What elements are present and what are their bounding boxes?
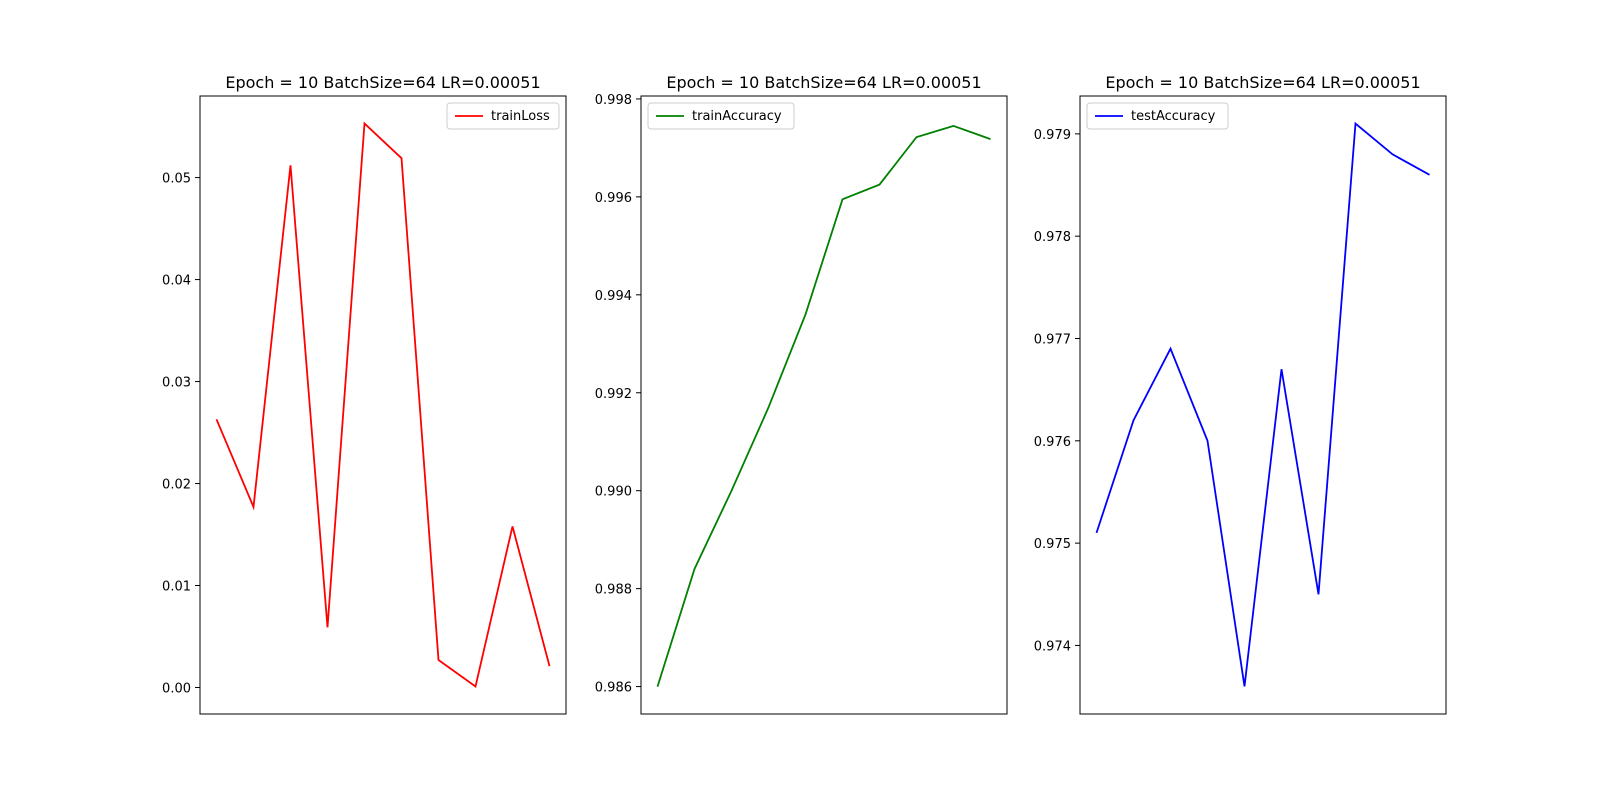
legend-frame [647, 102, 795, 130]
series-line-testaccuracy [1095, 121, 1430, 687]
y-tick-label: 0.992 [595, 387, 632, 402]
y-tick-label: 0.974 [1034, 639, 1071, 654]
y-tick-label: 0.994 [595, 289, 632, 304]
y-tick-label: 0.986 [595, 681, 632, 696]
y-tick-label: 0.03 [162, 376, 191, 391]
subplot-test-accuracy: Epoch = 10 BatchSize=64 LR=0.00051 0.974… [1034, 73, 1447, 715]
legend-label: testAccuracy [1131, 109, 1216, 124]
y-tick-label: 0.988 [595, 583, 632, 598]
y-tick-label: 0.990 [595, 485, 632, 500]
series-line-trainloss [215, 121, 551, 689]
y-axis: 0.974 0.975 0.976 0.977 0.978 0.979 [1034, 128, 1080, 654]
plot-frame [199, 95, 567, 715]
chart-title: Epoch = 10 BatchSize=64 LR=0.00051 [1105, 73, 1420, 92]
y-axis: 0.986 0.988 0.990 0.992 0.994 0.996 0.998 [595, 93, 641, 696]
legend-frame [446, 102, 560, 130]
y-axis: 0.00 0.01 0.02 0.03 0.04 0.05 [162, 172, 200, 696]
y-tick-label: 0.01 [162, 580, 191, 595]
y-tick-label: 0.977 [1034, 332, 1071, 347]
y-tick-label: 0.996 [595, 191, 632, 206]
legend: trainLoss [446, 102, 560, 130]
legend: trainAccuracy [647, 102, 795, 130]
legend: testAccuracy [1086, 102, 1229, 130]
legend-label: trainAccuracy [692, 109, 782, 124]
plot-frame [640, 95, 1008, 715]
y-tick-label: 0.976 [1034, 435, 1071, 450]
y-tick-label: 0.978 [1034, 230, 1071, 245]
series-line-trainaccuracy [656, 124, 991, 687]
subplot-train-accuracy: Epoch = 10 BatchSize=64 LR=0.00051 0.986… [595, 73, 1008, 715]
subplot-train-loss: Epoch = 10 BatchSize=64 LR=0.00051 0.000… [162, 73, 567, 715]
y-tick-label: 0.975 [1034, 537, 1071, 552]
legend-label: trainLoss [491, 109, 550, 124]
chart-title: Epoch = 10 BatchSize=64 LR=0.00051 [225, 73, 540, 92]
y-tick-label: 0.02 [162, 478, 191, 493]
plot-frame [1079, 95, 1447, 715]
legend-frame [1086, 102, 1229, 130]
y-tick-label: 0.05 [162, 172, 191, 187]
y-tick-label: 0.04 [162, 274, 191, 289]
y-tick-label: 0.979 [1034, 128, 1071, 143]
y-tick-label: 0.00 [162, 681, 191, 696]
y-tick-label: 0.998 [595, 93, 632, 108]
chart-title: Epoch = 10 BatchSize=64 LR=0.00051 [666, 73, 981, 92]
